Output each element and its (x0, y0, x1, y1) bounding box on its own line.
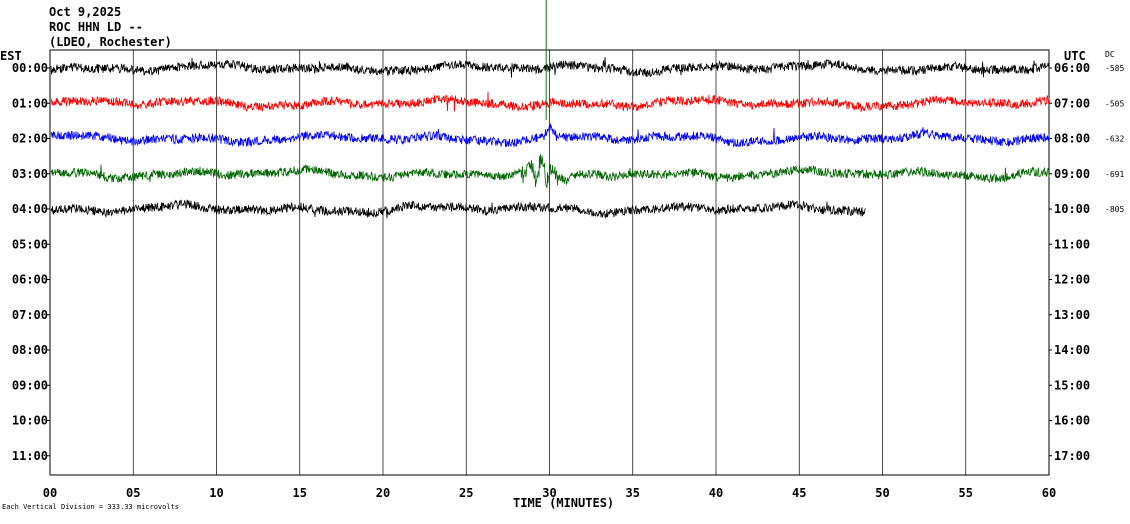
trace-group (50, 0, 1050, 219)
x-tick-label: 40 (709, 486, 723, 500)
y-tick-label-left: 01:00 (12, 96, 48, 110)
y-tick-label-right: 12:00 (1054, 273, 1090, 287)
trace-line (50, 57, 1050, 78)
x-tick-label: 05 (126, 486, 140, 500)
y-tick-label-left: 11:00 (12, 449, 48, 463)
header-date: Oct 9,2025 (49, 5, 121, 19)
y-tick-label-left: 07:00 (12, 308, 48, 322)
dc-label: DC (1105, 50, 1115, 59)
x-tick-label: 30 (542, 486, 556, 500)
dc-value: -632 (1105, 135, 1124, 144)
x-tick-labels: 00 05 10 15 20 25 30 35 40 45 50 55 60 (43, 486, 1056, 500)
dc-value: -585 (1105, 64, 1124, 73)
x-tick-label: 25 (459, 486, 473, 500)
right-axis-label: UTC (1064, 49, 1086, 63)
header-station: ROC HHN LD -- (49, 20, 143, 34)
x-tick-label: 55 (959, 486, 973, 500)
y-tick-label-right: 17:00 (1054, 449, 1090, 463)
x-tick-label: 20 (376, 486, 390, 500)
y-tick-label-right: 10:00 (1054, 202, 1090, 216)
x-tick-label: 15 (293, 486, 307, 500)
y-tick-label-right: 16:00 (1054, 414, 1090, 428)
x-tick-label: 50 (875, 486, 889, 500)
x-tick-label: 60 (1042, 486, 1056, 500)
right-time-ticks: 06:00 07:00 08:00 09:00 10:00 11:00 12:00 13:00… (1049, 61, 1090, 463)
y-tick-label-left: 08:00 (12, 343, 48, 357)
y-tick-label-right: 15:00 (1054, 378, 1090, 392)
trace-line (50, 199, 866, 219)
y-tick-label-right: 11:00 (1054, 237, 1090, 251)
x-tick-label: 10 (209, 486, 223, 500)
x-tick-label: 00 (43, 486, 57, 500)
left-time-ticks: 00:00 01:00 02:00 03:00 04:00 05:00 06:00 07:00… (12, 61, 50, 463)
y-tick-label-left: 04:00 (12, 202, 48, 216)
dc-value: -805 (1105, 205, 1124, 214)
y-tick-label-left: 00:00 (12, 61, 48, 75)
y-tick-label-right: 07:00 (1054, 96, 1090, 110)
vertical-gridlines (132, 50, 967, 475)
trace-line (50, 154, 1050, 189)
y-tick-label-left: 03:00 (12, 167, 48, 181)
left-axis-label: EST (0, 49, 22, 63)
trace-line (50, 123, 1050, 148)
x-tick-label: 45 (792, 486, 806, 500)
y-tick-label-left: 10:00 (12, 414, 48, 428)
y-tick-label-right: 08:00 (1054, 132, 1090, 146)
header-network: (LDEO, Rochester) (49, 35, 172, 49)
y-tick-label-left: 09:00 (12, 378, 48, 392)
y-tick-label-right: 09:00 (1054, 167, 1090, 181)
dc-values: -585 -505 -632 -691 -805 (1105, 64, 1124, 214)
y-tick-label-right: 14:00 (1054, 343, 1090, 357)
y-tick-label-right: 13:00 (1054, 308, 1090, 322)
dc-value: -691 (1105, 170, 1124, 179)
x-tick-label: 35 (626, 486, 640, 500)
y-tick-label-left: 06:00 (12, 273, 48, 287)
x-axis-title: TIME (MINUTES) (513, 496, 614, 510)
y-tick-label-left: 05:00 (12, 237, 48, 251)
y-tick-label-left: 02:00 (12, 132, 48, 146)
y-tick-label-right: 06:00 (1054, 61, 1090, 75)
dc-value: -505 (1105, 99, 1124, 108)
footer-note: Each Vertical Division = 333.33 microvol… (2, 503, 179, 511)
trace-line (50, 91, 1050, 113)
